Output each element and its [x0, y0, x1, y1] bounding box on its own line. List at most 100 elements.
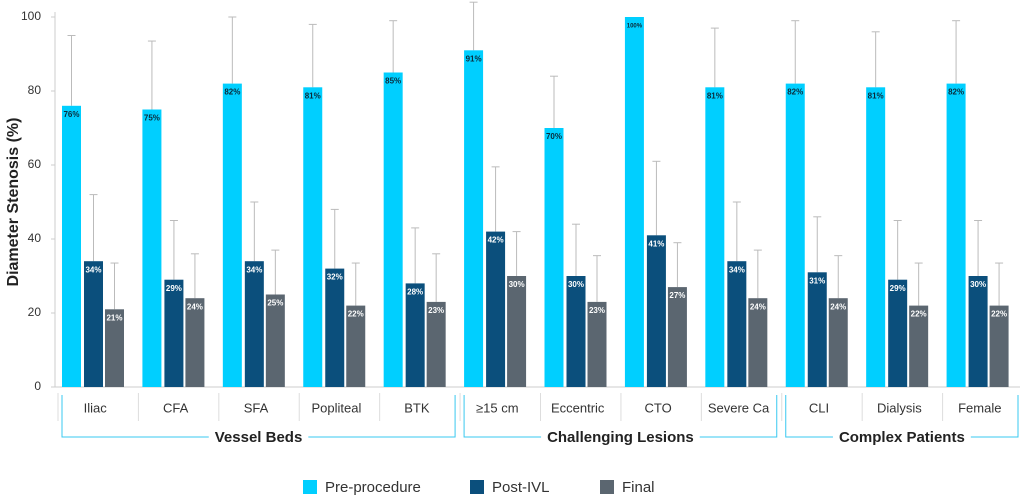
legend-swatch	[470, 480, 484, 494]
value-label: 81%	[305, 91, 321, 100]
bar	[346, 305, 366, 387]
bar	[566, 276, 586, 387]
bar	[265, 294, 285, 387]
value-label: 29%	[890, 284, 906, 293]
bar	[624, 17, 644, 387]
bar	[828, 298, 848, 387]
value-label: 28%	[407, 288, 423, 297]
bar	[222, 83, 242, 387]
value-label: 34%	[729, 265, 745, 274]
value-label: 23%	[589, 306, 605, 315]
value-label: 85%	[385, 77, 401, 86]
y-tick-label: 80	[28, 83, 42, 97]
legend-swatch	[600, 480, 614, 494]
value-label: 22%	[348, 310, 364, 319]
bar	[105, 309, 124, 387]
bar	[426, 301, 446, 387]
bar	[507, 276, 527, 387]
value-label: 27%	[669, 291, 685, 300]
value-label: 82%	[224, 88, 240, 97]
x-tick-label: CFA	[163, 400, 189, 415]
bar	[989, 305, 1009, 387]
bar	[303, 87, 323, 388]
value-label: 42%	[488, 236, 504, 245]
bar	[727, 261, 747, 387]
x-tick-label: Dialysis	[877, 400, 922, 415]
bar	[185, 298, 205, 387]
bar	[866, 87, 886, 388]
bar	[84, 261, 103, 387]
group-label: Challenging Lesions	[547, 429, 694, 446]
bar	[888, 279, 908, 387]
x-tick-label: BTK	[404, 400, 430, 415]
y-tick-label: 60	[28, 157, 42, 171]
value-label: 24%	[187, 302, 203, 311]
value-label: 23%	[428, 306, 444, 315]
value-label: 34%	[246, 265, 262, 274]
value-label: 76%	[63, 110, 79, 119]
value-label: 22%	[911, 310, 927, 319]
bar	[807, 272, 827, 387]
value-label: 82%	[787, 88, 803, 97]
value-label: 81%	[707, 91, 723, 100]
bar	[785, 83, 805, 387]
x-tick-label: CLI	[809, 400, 829, 415]
bar	[544, 128, 564, 387]
x-tick-label: ≥15 cm	[476, 400, 519, 415]
value-label: 25%	[267, 299, 283, 308]
group-label-bg	[541, 434, 700, 440]
legend-swatch	[303, 480, 317, 494]
legend-label: Pre-procedure	[325, 479, 421, 496]
legend-label: Post-IVL	[492, 479, 550, 496]
x-tick-label: Severe Ca	[708, 400, 770, 415]
bar	[646, 235, 666, 387]
bar	[464, 50, 484, 388]
bar	[62, 105, 81, 388]
y-tick-label: 20	[28, 305, 42, 319]
bar	[946, 83, 966, 387]
value-label: 82%	[948, 88, 964, 97]
value-label: 30%	[970, 280, 986, 289]
value-label: 31%	[809, 276, 825, 285]
value-label: 34%	[85, 265, 101, 274]
bar	[383, 72, 403, 387]
bar	[405, 283, 425, 387]
legend-label: Final	[622, 479, 655, 496]
bar	[748, 298, 768, 387]
bar	[244, 261, 264, 387]
value-label: 75%	[144, 114, 160, 123]
x-tick-label: Eccentric	[551, 400, 605, 415]
bar	[587, 301, 607, 387]
group-label: Complex Patients	[839, 429, 965, 446]
bar	[142, 109, 162, 387]
bar	[968, 276, 988, 387]
value-label: 24%	[830, 302, 846, 311]
y-axis-label: Diameter Stenosis (%)	[5, 118, 22, 287]
x-tick-label: Iliac	[84, 400, 108, 415]
value-label: 41%	[648, 239, 664, 248]
value-label: 70%	[546, 132, 562, 141]
y-tick-label: 40	[28, 231, 42, 245]
value-label: 24%	[750, 302, 766, 311]
value-label: 81%	[868, 91, 884, 100]
bar	[705, 87, 725, 388]
x-tick-label: Popliteal	[312, 400, 362, 415]
value-label: 100%	[627, 24, 643, 30]
y-tick-label: 0	[34, 379, 41, 393]
group-label-bg	[832, 434, 971, 440]
value-label: 29%	[166, 284, 182, 293]
bar	[164, 279, 184, 387]
x-tick-label: Female	[958, 400, 1001, 415]
bar	[909, 305, 929, 387]
bar	[325, 268, 345, 387]
bar	[486, 231, 506, 387]
value-label: 32%	[327, 273, 343, 282]
value-label: 22%	[991, 310, 1007, 319]
value-label: 21%	[106, 313, 122, 322]
x-tick-label: CTO	[645, 400, 672, 415]
group-label: Vessel Beds	[215, 429, 303, 446]
group-label-bg	[208, 434, 309, 440]
value-label: 30%	[509, 280, 525, 289]
x-tick-label: SFA	[244, 400, 269, 415]
